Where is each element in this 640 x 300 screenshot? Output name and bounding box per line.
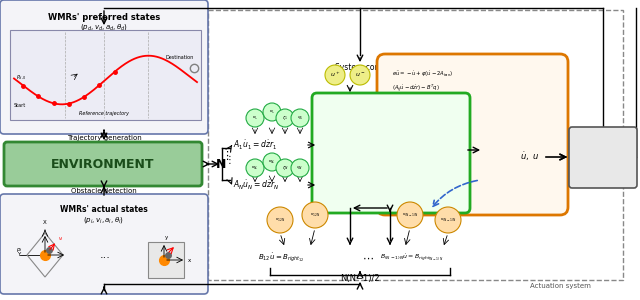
Text: $e\ddot{u} = -\dot{u} + \varphi(\dot{u} - 2A_{tan})$: $e\ddot{u} = -\dot{u} + \varphi(\dot{u} … (392, 70, 453, 80)
Text: $\dot{u}^- \leq \dot{u} \leq \dot{u}^+$: $\dot{u}^- \leq \dot{u} \leq \dot{u}^+$ (343, 122, 380, 131)
Text: $(p_i, v_i, a_i, \theta_i)$: $(p_i, v_i, a_i, \theta_i)$ (83, 215, 125, 225)
FancyBboxPatch shape (312, 93, 470, 213)
Text: $q_N$: $q_N$ (296, 164, 303, 172)
Text: System constraint: System constraint (335, 62, 405, 71)
Circle shape (263, 153, 281, 171)
Text: $\kappa_{l_i}$: $\kappa_{l_i}$ (269, 108, 275, 116)
Text: $(A_{ij}\dot{u} - d\dot{z}r) - B^Tq)$: $(A_{ij}\dot{u} - d\dot{z}r) - B^Tq)$ (392, 83, 440, 94)
Text: $A_1\dot{u}_1 = d\dot{z}r_1$: $A_1\dot{u}_1 = d\dot{z}r_1$ (233, 138, 277, 152)
Text: $P_{d,0}$: $P_{d,0}$ (16, 74, 27, 82)
Circle shape (350, 65, 370, 85)
Text: $B_{12}\dot{u} = B_{right_{12}}$: $B_{12}\dot{u} = B_{right_{12}}$ (258, 251, 305, 265)
FancyBboxPatch shape (569, 127, 637, 188)
Text: Kinematics
Model: Kinematics Model (577, 147, 629, 167)
Text: $\kappa_{12N}$: $\kappa_{12N}$ (310, 211, 320, 219)
Text: $e\dot{q} = \max(0, \varphi(B\dot{u} - B_{right}$: $e\dot{q} = \max(0, \varphi(B\dot{u} - B… (392, 96, 458, 107)
Circle shape (435, 207, 461, 233)
FancyBboxPatch shape (0, 0, 208, 134)
Text: $u^+$: $u^+$ (330, 70, 340, 80)
Text: $u^-$: $u^-$ (355, 71, 365, 79)
Text: $\kappa_{N_i}$: $\kappa_{N_i}$ (268, 158, 276, 166)
Text: Destination: Destination (166, 55, 194, 60)
Text: Actuation system: Actuation system (529, 283, 591, 289)
Text: $B_{(N-1)N}\dot{u} = B_{right_{(N-1)N}}$: $B_{(N-1)N}\dot{u} = B_{right_{(N-1)N}}$ (380, 253, 444, 263)
Text: $\kappa_{12N}$: $\kappa_{12N}$ (275, 216, 285, 224)
Circle shape (325, 65, 345, 85)
Text: $s.t.$: $s.t.$ (325, 122, 337, 130)
Text: WMRs' preferred states: WMRs' preferred states (48, 13, 160, 22)
Circle shape (291, 159, 309, 177)
Text: $\kappa_{l_i}$: $\kappa_{l_i}$ (252, 114, 258, 122)
Text: $\dot{u},\ u$: $\dot{u},\ u$ (520, 151, 540, 164)
FancyBboxPatch shape (4, 142, 202, 186)
Text: ...: ... (100, 250, 111, 260)
Circle shape (276, 109, 294, 127)
Text: $p_j$: $p_j$ (150, 269, 157, 279)
Text: X: X (43, 220, 47, 225)
Text: $(A_{ij}\dot{u}-d\dot{z}r)^T(A_{ij}\dot{u}-d\dot{z}r)$: $(A_{ij}\dot{u}-d\dot{z}r)^T(A_{ij}\dot{… (343, 108, 410, 119)
Circle shape (267, 207, 293, 233)
Text: x: x (188, 259, 191, 263)
Text: $\cdots$: $\cdots$ (362, 253, 374, 263)
Text: $(p_d, v_d, a_d, \theta_d)$: $(p_d, v_d, a_d, \theta_d)$ (80, 22, 128, 32)
Circle shape (397, 202, 423, 228)
Text: $+ \eta)\dot{u} - \gamma$: $+ \eta)\dot{u} - \gamma$ (392, 109, 417, 118)
Text: $\kappa_{(N-1)N}$: $\kappa_{(N-1)N}$ (402, 211, 418, 219)
Text: Start: Start (14, 103, 26, 108)
FancyBboxPatch shape (377, 54, 568, 215)
Text: $p_i$: $p_i$ (17, 246, 23, 254)
Circle shape (263, 103, 281, 121)
Text: $\vdots$: $\vdots$ (221, 148, 229, 161)
Bar (208, 10, 623, 280)
Text: y: y (165, 235, 168, 240)
Text: $\zeta_1$: $\zeta_1$ (282, 114, 288, 122)
Text: Obstacle detection: Obstacle detection (71, 188, 137, 194)
Text: $v_i$: $v_i$ (58, 235, 64, 243)
Circle shape (246, 109, 264, 127)
Circle shape (276, 159, 294, 177)
Text: WMRs' actual states: WMRs' actual states (60, 205, 148, 214)
Text: $A_N\dot{u}_N = d\dot{z}r_N$: $A_N\dot{u}_N = d\dot{z}r_N$ (233, 178, 279, 192)
Text: ENVIRONMENT: ENVIRONMENT (51, 158, 155, 170)
Bar (148, 242, 184, 278)
Text: $\min$: $\min$ (325, 108, 340, 117)
Text: $\zeta_N$: $\zeta_N$ (282, 164, 289, 172)
Text: $\kappa_{N_i}$: $\kappa_{N_i}$ (252, 164, 259, 172)
Bar (10, 30, 201, 120)
Text: N: N (216, 158, 227, 172)
Circle shape (246, 159, 264, 177)
Text: Y: Y (17, 253, 20, 257)
Text: N(N−1)/2: N(N−1)/2 (340, 274, 380, 283)
Circle shape (302, 202, 328, 228)
Circle shape (291, 109, 309, 127)
Text: $q_1$: $q_1$ (297, 114, 303, 122)
Text: $\vdots$: $\vdots$ (224, 154, 232, 166)
Text: $\kappa_{(N-1)N}$: $\kappa_{(N-1)N}$ (440, 216, 456, 224)
Text: $B_{ij}\dot{u} \leq B_{right}$: $B_{ij}\dot{u} \leq B_{right}$ (343, 134, 376, 145)
Text: Trajectory generation: Trajectory generation (67, 135, 141, 141)
FancyBboxPatch shape (0, 194, 208, 294)
Text: Reference trajectory: Reference trajectory (79, 110, 129, 116)
